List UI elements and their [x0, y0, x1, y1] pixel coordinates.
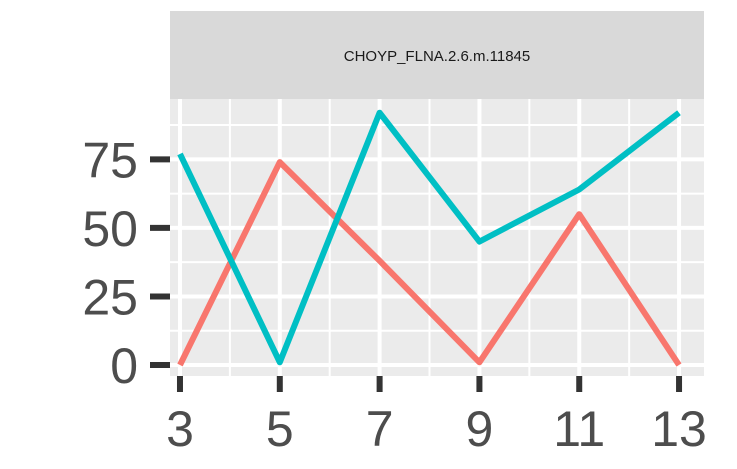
y-tick-label: 50 — [82, 201, 138, 257]
y-axis: 0 25 50 75 — [82, 132, 170, 394]
facet-strip: CHOYP_FLNA.2.6.m.11845 — [170, 11, 704, 99]
x-tick-label: 11 — [553, 401, 605, 457]
x-tick-label: 13 — [651, 401, 707, 457]
x-tick-label: 3 — [166, 401, 194, 457]
x-tick-label: 5 — [266, 401, 294, 457]
series-lines — [177, 109, 682, 367]
series-line-2 — [177, 109, 681, 366]
facet-title: CHOYP_FLNA.2.6.m.11845 — [344, 48, 530, 65]
x-tick-label: 7 — [366, 401, 394, 457]
y-tick-label: 75 — [82, 132, 138, 188]
y-tick-label: 0 — [110, 338, 138, 394]
y-tick-label: 25 — [82, 269, 138, 325]
plot-panel — [170, 99, 704, 376]
x-tick-label: 9 — [466, 401, 494, 457]
series-line-1 — [177, 159, 682, 367]
x-axis: 3 5 7 9 11 13 — [166, 376, 707, 457]
facet-strip-background — [170, 11, 704, 99]
